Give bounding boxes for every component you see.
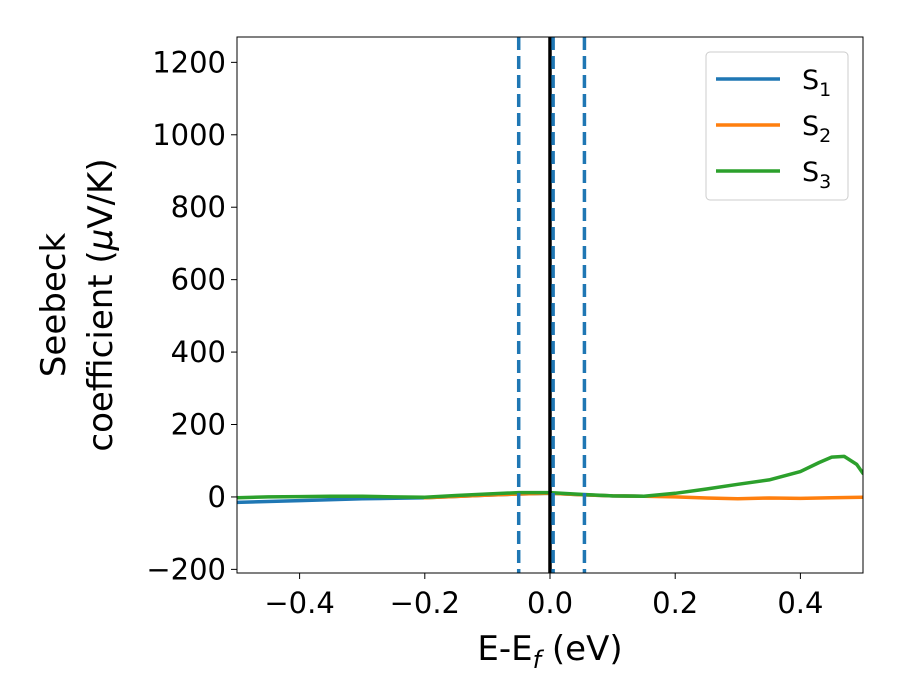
legend-label: S2 <box>802 111 831 147</box>
legend-label: S1 <box>802 65 831 101</box>
y-axis-label-prefix: coefficient ( <box>81 250 121 451</box>
series-line-s3 <box>237 454 863 500</box>
y-tick-label: 800 <box>171 190 226 224</box>
y-tick-label: 1200 <box>152 45 226 79</box>
x-tick-label: 0.0 <box>527 586 573 620</box>
y-tick-label: 400 <box>171 335 226 369</box>
vertical-lines <box>516 37 587 573</box>
x-tick-label: 0.2 <box>652 586 698 620</box>
x-tick-label: −0.4 <box>264 586 334 620</box>
y-tick-label: 600 <box>171 263 226 297</box>
x-tick-label: 0.4 <box>777 586 823 620</box>
x-axis-ticks: −0.4 −0.2 0.0 0.2 0.4 <box>264 573 823 620</box>
x-axis-label: E-Ef (eV) <box>477 629 622 674</box>
y-axis-label-line1: Seebeck <box>34 233 74 378</box>
x-tick-label: −0.2 <box>390 586 460 620</box>
y-tick-label: 200 <box>171 408 226 442</box>
y-axis-label: Seebeck coefficient (μV/K) <box>34 158 121 451</box>
y-tick-label: 0 <box>208 480 226 514</box>
x-axis-label-main: E-E <box>477 629 532 669</box>
y-tick-label: 1000 <box>152 118 226 152</box>
x-axis-label-suffix: (eV) <box>541 629 623 669</box>
y-axis-ticks: −200 0 200 400 600 800 1000 1200 <box>146 45 237 586</box>
series-layer <box>237 454 863 505</box>
legend: S1 S2 S3 <box>705 51 849 201</box>
y-axis-label-mu: μ <box>81 229 121 252</box>
legend-entry-s3: S3 <box>716 157 831 193</box>
legend-entry-s1: S1 <box>716 65 831 101</box>
y-tick-label: −200 <box>146 552 226 586</box>
y-axis-label-suffix: V/K) <box>81 158 121 228</box>
legend-label: S3 <box>802 157 831 193</box>
y-axis-label-line2: coefficient (μV/K) <box>81 158 121 451</box>
legend-entry-s2: S2 <box>716 111 831 147</box>
